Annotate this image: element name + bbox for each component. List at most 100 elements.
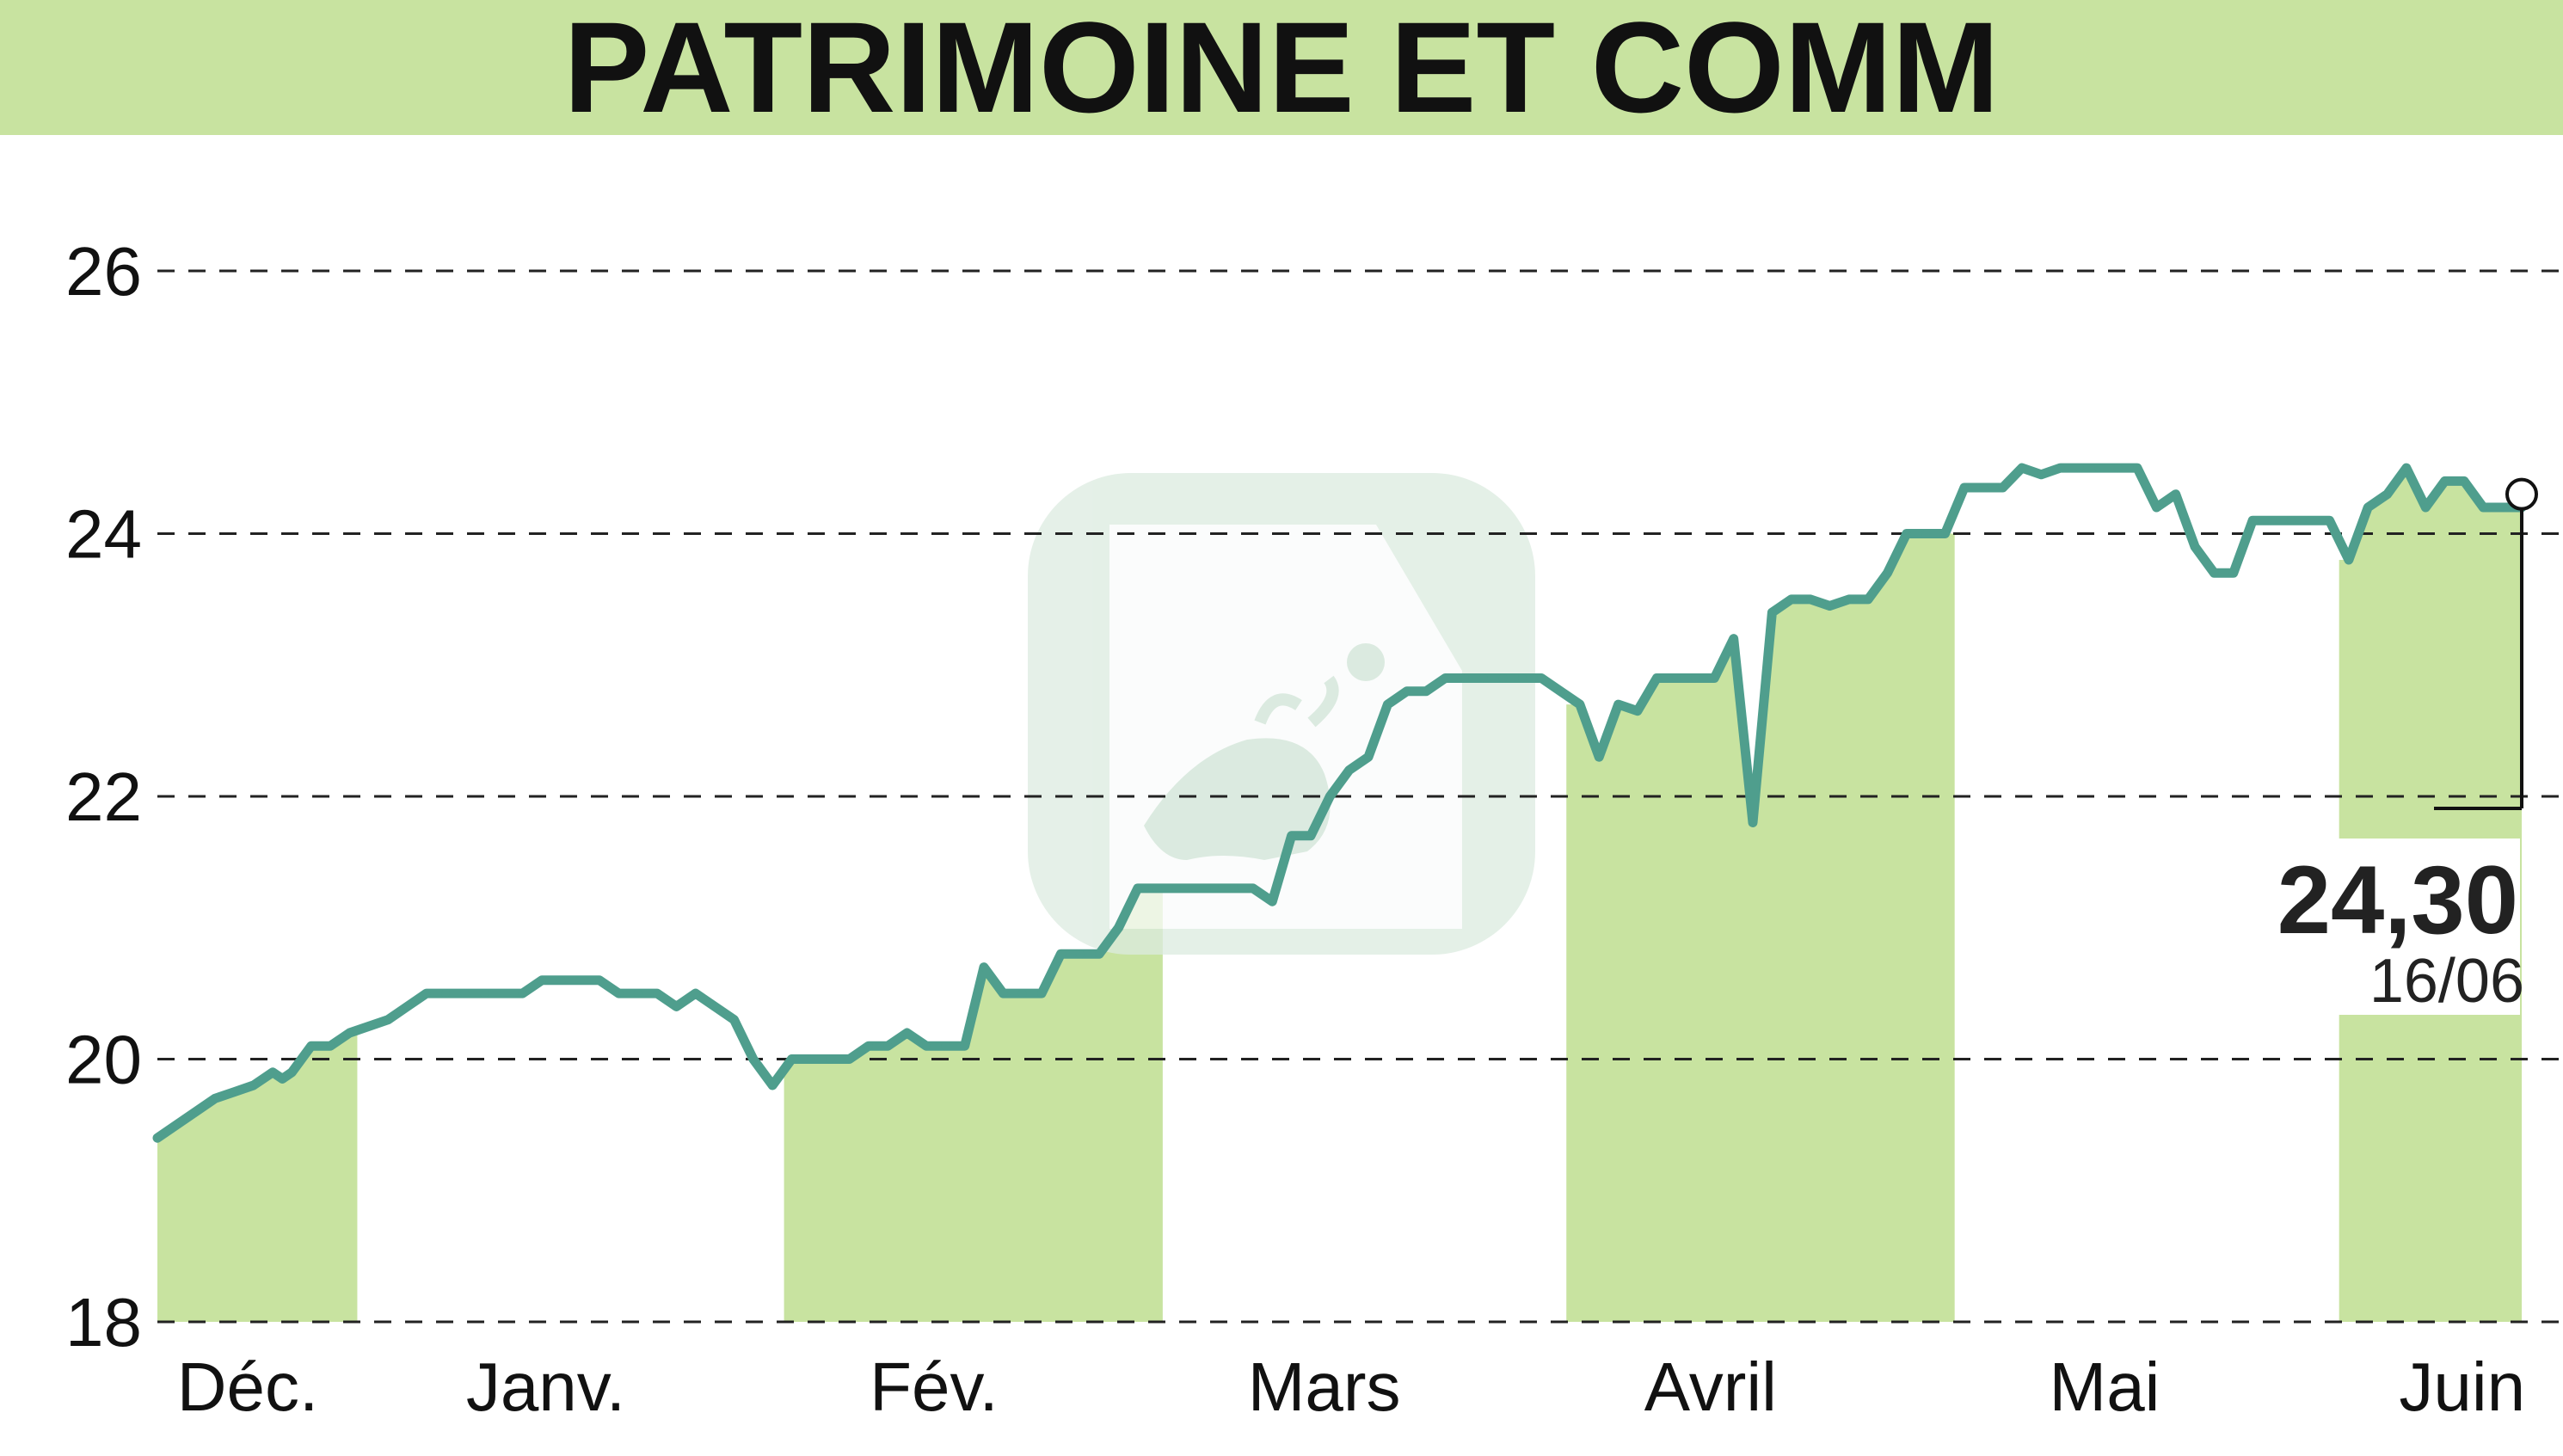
price-point: [1883, 568, 1892, 578]
price-point: [883, 1041, 893, 1051]
price-point: [2171, 489, 2180, 499]
price-point: [1864, 594, 1873, 604]
price-point: [1632, 706, 1642, 716]
price-point: [2498, 502, 2507, 512]
y-tick-label: 26: [65, 233, 142, 310]
x-tick-label: Avril: [1644, 1348, 1777, 1425]
price-point: [1383, 700, 1392, 710]
price-point: [1325, 792, 1335, 801]
price-point: [1133, 883, 1142, 893]
price-point: [1017, 989, 1027, 998]
price-point: [575, 975, 585, 985]
x-tick-label: Mars: [1248, 1348, 1401, 1425]
y-tick-label: 24: [65, 496, 142, 573]
price-point: [1959, 483, 1969, 493]
price-point: [278, 1074, 287, 1084]
price-point: [1114, 923, 1123, 932]
price-point: [384, 1015, 393, 1024]
price-point: [1460, 673, 1469, 683]
price-point: [1844, 594, 1853, 604]
price-point: [230, 1087, 239, 1097]
price-point: [460, 989, 470, 998]
price-point: [2344, 556, 2353, 565]
chart-title: PATRIMOINE ET COMM: [563, 0, 1999, 139]
price-point: [1517, 673, 1527, 683]
price-point: [710, 1002, 720, 1011]
price-point: [556, 975, 566, 985]
bull-logo-icon: [1028, 473, 1535, 955]
month-band-2: [1566, 533, 1955, 1322]
x-tick-label: Fév.: [870, 1348, 999, 1425]
month-band-0: [157, 1032, 358, 1322]
price-point: [1152, 883, 1162, 893]
price-point: [653, 989, 662, 998]
price-point: [1825, 601, 1835, 611]
price-point: [1749, 818, 1758, 827]
price-point: [2306, 516, 2315, 525]
price-point: [1498, 673, 1508, 683]
price-point: [1441, 673, 1450, 683]
price-point: [1037, 989, 1047, 998]
price-point: [2421, 502, 2431, 512]
price-point: [1422, 686, 1431, 696]
price-point: [2133, 464, 2142, 473]
price-point: [479, 989, 489, 998]
price-point: [2056, 464, 2065, 473]
price-point: [691, 989, 700, 998]
price-point: [2382, 489, 2392, 499]
price-point: [902, 1028, 912, 1037]
price-point: [1979, 483, 1988, 493]
x-axis: Déc. Janv. Fév. Mars Avril Mai Juin: [177, 1348, 2525, 1425]
price-point: [1575, 700, 1584, 710]
price-point: [595, 975, 605, 985]
price-point: [2267, 516, 2277, 525]
price-point: [1171, 883, 1181, 893]
price-point: [2113, 464, 2123, 473]
price-point: [1921, 529, 1931, 538]
price-point: [1268, 897, 1277, 906]
price-point: [441, 989, 451, 998]
price-point: [960, 1041, 969, 1051]
price-point: [1306, 831, 1315, 840]
price-point: [1652, 673, 1662, 683]
price-point: [211, 1094, 220, 1103]
price-point: [672, 1002, 681, 1011]
price-point: [518, 989, 527, 998]
price-point: [1556, 686, 1565, 696]
price-point: [421, 989, 431, 998]
last-value-callout: 24,30 16/06: [2277, 477, 2538, 1016]
price-point: [1690, 673, 1699, 683]
price-point: [1075, 949, 1085, 959]
price-point: [2152, 502, 2161, 512]
price-point: [249, 1081, 258, 1090]
price-point: [614, 989, 624, 998]
price-point: [921, 1041, 931, 1051]
price-point: [2401, 464, 2411, 473]
price-point: [1095, 949, 1104, 959]
price-line-points: [153, 464, 2526, 1143]
price-point: [729, 1015, 739, 1024]
price-point: [2017, 464, 2026, 473]
price-point: [787, 1054, 796, 1064]
price-point: [941, 1041, 950, 1051]
y-axis: 18 20 22 24 26: [65, 233, 142, 1361]
price-point: [980, 962, 989, 972]
price-point: [864, 1041, 873, 1051]
price-point: [1806, 594, 1816, 604]
month-band-1: [784, 888, 1163, 1322]
price-point: [1056, 949, 1066, 959]
x-tick-label: Déc.: [177, 1348, 319, 1425]
price-point: [2286, 516, 2296, 525]
price-point: [1940, 529, 1950, 538]
last-value-label: 24,30: [2277, 846, 2518, 954]
price-point: [1479, 673, 1489, 683]
price-point: [999, 989, 1008, 998]
price-point: [1190, 883, 1200, 893]
price-point: [1613, 700, 1623, 710]
price-point: [403, 1002, 412, 1011]
price-point: [2191, 542, 2200, 551]
price-point: [1671, 673, 1681, 683]
price-point: [2325, 516, 2334, 525]
price-point: [768, 1081, 778, 1090]
price-point: [1210, 883, 1220, 893]
